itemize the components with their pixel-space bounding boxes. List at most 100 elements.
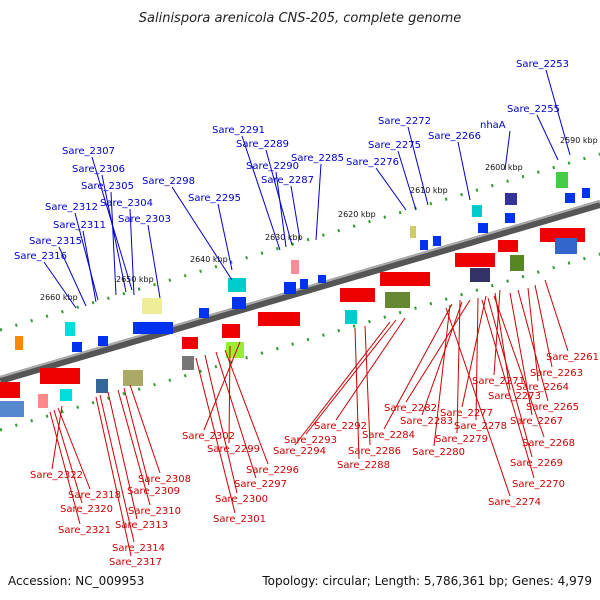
- annotation-block: [510, 255, 524, 271]
- gene-label: Sare_2313: [115, 520, 168, 531]
- annotation-block: [470, 268, 490, 282]
- label-connector: [129, 384, 161, 474]
- gene-arrow: [300, 279, 308, 289]
- label-connector: [58, 246, 87, 307]
- label-connector: [354, 327, 360, 460]
- label-connector: [82, 230, 97, 303]
- gene-label: Sare_2294: [273, 446, 326, 457]
- label-connector: [475, 297, 479, 421]
- annotation-block: [410, 226, 416, 238]
- annotation-block: [228, 278, 246, 292]
- label-connector: [433, 304, 451, 447]
- gene-arrow: [505, 213, 515, 223]
- gene-arrow: [133, 322, 173, 334]
- gene-label: Sare_2264: [516, 382, 569, 393]
- annotation-block: [142, 298, 162, 314]
- gene-arrow: [284, 282, 296, 294]
- gene-label: Sare_2316: [14, 251, 67, 262]
- genome-backbone: [0, 200, 600, 384]
- gene-arrow: [565, 193, 575, 203]
- label-connector: [107, 391, 138, 520]
- gene-label: Sare_2267: [510, 416, 563, 427]
- label-connector: [456, 299, 461, 434]
- gene-label: Sare_2296: [246, 465, 299, 476]
- label-connector: [445, 307, 511, 497]
- scale-label: 2660 kbp: [40, 293, 78, 302]
- gene-label: Sare_2279: [435, 434, 488, 445]
- gene-arrow: [582, 188, 590, 198]
- label-connector: [364, 325, 371, 446]
- gene-label: Sare_2303: [118, 214, 171, 225]
- gene-label: Sare_2291: [212, 125, 265, 136]
- gene-label: Sare_2285: [291, 153, 344, 164]
- gene-label: Sare_2288: [337, 460, 390, 471]
- gene-label: Sare_2321: [58, 525, 111, 536]
- gene-label: Sare_2283: [400, 416, 453, 427]
- gene-label: Sare_2255: [507, 104, 560, 115]
- label-connector: [481, 299, 535, 479]
- gene-label: Sare_2273: [488, 391, 541, 402]
- reverse-gene-labels: Sare_2261Sare_2263Sare_2264Sare_2265Sare…: [30, 279, 599, 568]
- gene-arrow: [318, 275, 326, 283]
- label-connector: [217, 203, 233, 271]
- label-connector: [74, 212, 99, 301]
- gene-label: Sare_2263: [530, 368, 583, 379]
- label-connector: [95, 396, 132, 557]
- label-connector: [335, 317, 406, 421]
- gene-label: Sare_2280: [412, 447, 465, 458]
- label-connector: [195, 357, 236, 514]
- label-connector: [544, 279, 569, 352]
- gene-label: Sare_2286: [348, 446, 401, 457]
- gene-label: Sare_2297: [234, 479, 287, 490]
- label-connector: [171, 186, 233, 281]
- annotation-block: [65, 322, 75, 336]
- label-connector: [294, 321, 391, 446]
- annotation-block: [0, 401, 24, 417]
- annotation-block: [385, 292, 410, 308]
- gene-label: Sare_2300: [215, 494, 268, 505]
- gene-label: Sare_2304: [100, 198, 153, 209]
- scale-label: 2600 kbp: [485, 163, 523, 172]
- scale-label: 2620 kbp: [338, 210, 376, 219]
- gene-label: Sare_2292: [314, 421, 367, 432]
- gene-arrow: [498, 240, 518, 252]
- gene-label: Sare_2289: [236, 139, 289, 150]
- gene-label: Sare_2309: [127, 486, 180, 497]
- gene-arrow: [455, 253, 495, 267]
- gene-label: Sare_2272: [378, 116, 431, 127]
- gene-arrow: [0, 382, 20, 398]
- gene-label: Sare_2282: [384, 403, 437, 414]
- gene-label: Sare_2306: [72, 164, 125, 175]
- gene-label: Sare_2311: [53, 220, 106, 231]
- gene-arrow: [478, 223, 488, 233]
- gene-label: Sare_2265: [526, 402, 579, 413]
- label-connector: [123, 387, 150, 486]
- label-connector: [487, 297, 533, 458]
- gene-label: Sare_2317: [109, 557, 162, 568]
- gene-label: Sare_2284: [362, 430, 415, 441]
- label-connector: [129, 208, 135, 296]
- annotation-block: [226, 342, 244, 358]
- label-connector: [517, 289, 549, 402]
- annotation-block: [60, 389, 72, 401]
- label-connector: [383, 303, 453, 430]
- label-connector: [215, 351, 257, 479]
- gene-label: Sare_2307: [62, 146, 115, 157]
- map-title: Salinispora arenicola CNS-205, complete …: [139, 11, 461, 26]
- annotation-block: [472, 205, 482, 217]
- label-connector: [493, 289, 501, 376]
- annotation-block: [505, 193, 517, 205]
- gene-label: Sare_2274: [488, 497, 541, 508]
- label-connector: [375, 167, 407, 211]
- scale-label: 2640 kbp: [190, 255, 228, 264]
- gene-label: Sare_2305: [81, 181, 134, 192]
- gene-label: Sare_2308: [138, 474, 191, 485]
- label-connector: [504, 130, 511, 171]
- annotation-block: [123, 370, 143, 386]
- gene-label: Sare_2275: [368, 140, 421, 151]
- label-connector: [110, 191, 117, 296]
- label-connector: [527, 287, 539, 382]
